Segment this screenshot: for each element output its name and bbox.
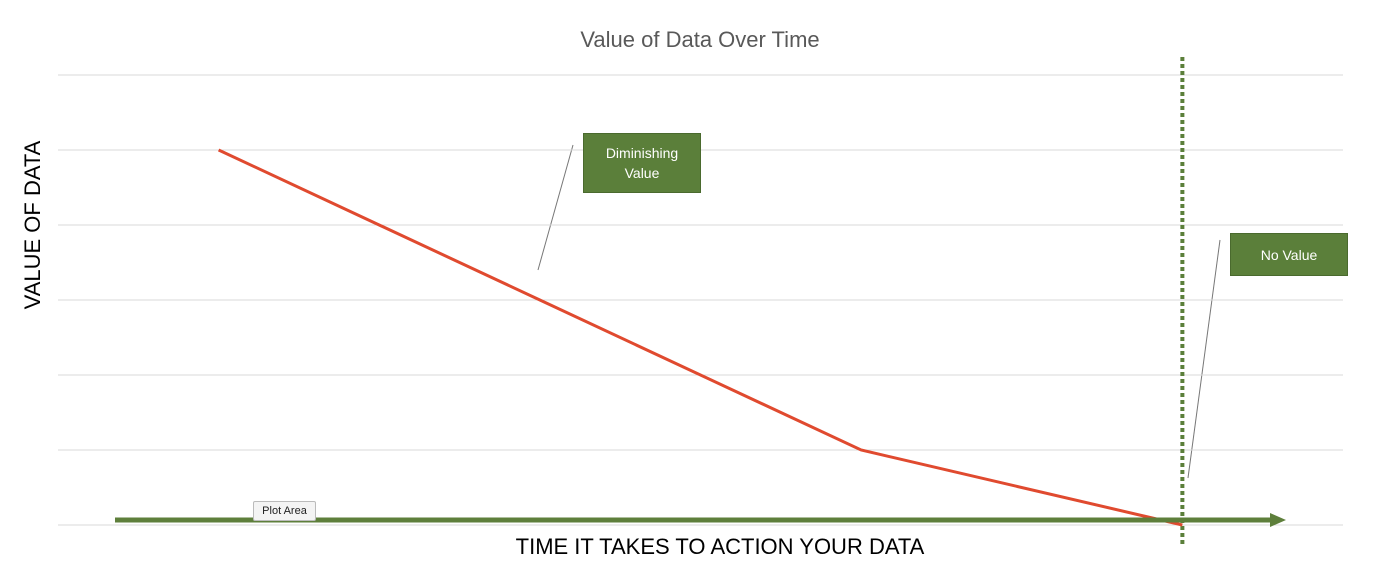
tooltip: Plot Area (253, 501, 316, 521)
line (217, 148, 1183, 527)
callout-line (537, 144, 574, 271)
chart-title: Value of Data Over Time (580, 27, 819, 52)
annotation: No Value (1230, 233, 1348, 276)
callout-line (1187, 239, 1221, 479)
arrow-head (1270, 513, 1286, 527)
x-axis-title: TIME IT TAKES TO ACTION YOUR DATA (516, 534, 925, 559)
y-axis-title: VALUE OF DATA (20, 140, 45, 309)
annotation: Diminishing Value (583, 133, 701, 193)
